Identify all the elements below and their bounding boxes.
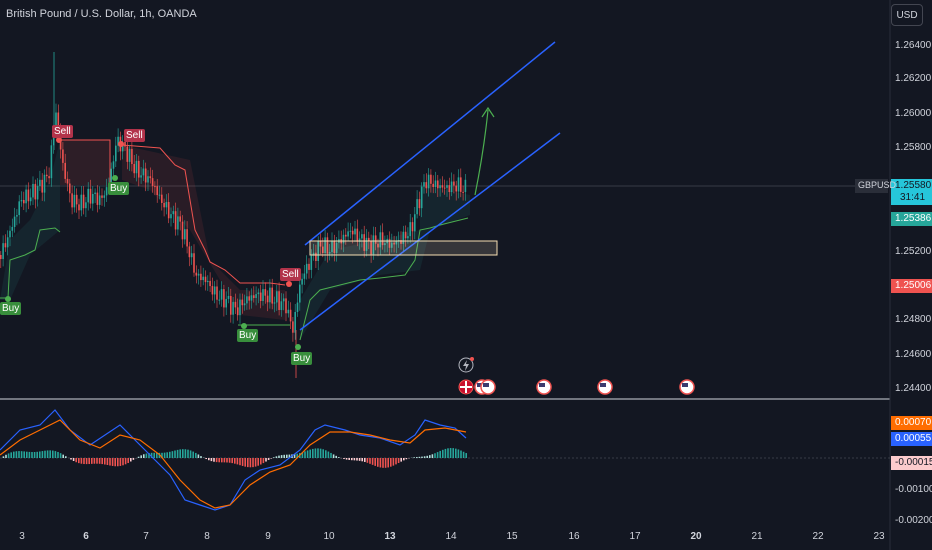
supertrend-line-green-3 xyxy=(299,217,469,341)
symbol-title: British Pound / U.S. Dollar, 1h, OANDA xyxy=(6,8,197,20)
lightning-icon[interactable] xyxy=(458,357,474,373)
countdown-label: 31:41 xyxy=(900,192,926,203)
sell-dot xyxy=(56,137,62,143)
symbol-tag: GBPUSD xyxy=(858,180,897,190)
red-level-bg xyxy=(891,279,932,293)
price-tick: 1.24800 xyxy=(895,314,932,325)
time-tick: 16 xyxy=(568,531,580,542)
buy-dot xyxy=(112,175,118,181)
time-tick: 15 xyxy=(506,531,518,542)
supertrend-fill-red-2 xyxy=(122,145,285,320)
price-tick: 1.26200 xyxy=(895,73,932,84)
green-level-label: 1.25386 xyxy=(895,213,932,224)
flag-us-icon[interactable] xyxy=(536,379,552,395)
flag-us-icon[interactable] xyxy=(597,379,613,395)
time-tick: 7 xyxy=(143,531,149,542)
buy-signal-badge: Buy xyxy=(237,329,259,342)
blue-value-label: 0.00055 xyxy=(895,433,932,444)
time-tick: 22 xyxy=(812,531,824,542)
forecast-arrow[interactable] xyxy=(474,109,489,196)
time-tick: 6 xyxy=(83,531,89,542)
indicator-tick: -0.00200 xyxy=(895,515,932,526)
price-tick: 1.26000 xyxy=(895,108,932,119)
channel-lower-line[interactable] xyxy=(299,132,561,331)
sell-signal-badge: Sell xyxy=(124,129,145,142)
buy-dot xyxy=(241,323,247,329)
price-tick: 1.24400 xyxy=(895,383,932,394)
time-tick: 8 xyxy=(204,531,210,542)
green-level-bg xyxy=(891,212,932,226)
buy-signal-badge: Buy xyxy=(291,352,313,365)
orange-value-label: 0.00070 xyxy=(895,417,932,428)
macd-histogram[interactable] xyxy=(2,448,467,468)
flag-us-icon[interactable] xyxy=(480,379,496,395)
time-tick: 3 xyxy=(19,531,25,542)
currency-button[interactable]: USD xyxy=(891,4,923,26)
sell-dot xyxy=(118,141,124,147)
supertrend-line-red-2 xyxy=(121,144,286,286)
hist-value-bg xyxy=(891,456,932,470)
orange-value-bg xyxy=(891,416,932,430)
buy-signal-badge: Buy xyxy=(0,302,22,315)
price-tick: 1.25800 xyxy=(895,142,932,153)
current-price-bg xyxy=(891,179,932,205)
blue-value-bg xyxy=(891,432,932,446)
flag-uk-icon[interactable] xyxy=(458,379,474,395)
price-tick: 1.26400 xyxy=(895,40,932,51)
price-tick: 1.24600 xyxy=(895,349,932,360)
flag-us-icon[interactable] xyxy=(679,379,695,395)
indicator-tick: -0.00100 xyxy=(895,484,932,495)
price-tick: 1.25200 xyxy=(895,246,932,257)
sell-dot xyxy=(286,281,292,287)
supertrend-line-red-1 xyxy=(58,139,111,185)
forecast-arrow-head xyxy=(481,106,495,118)
symbol-tag-bg xyxy=(855,179,888,193)
time-tick: 9 xyxy=(265,531,271,542)
time-tick: 13 xyxy=(384,531,396,542)
signal-line[interactable] xyxy=(0,419,467,509)
time-tick: 20 xyxy=(690,531,702,542)
price-candles[interactable] xyxy=(0,52,467,378)
time-tick: 17 xyxy=(629,531,641,542)
supertrend-fill-red xyxy=(60,140,110,185)
time-tick: 23 xyxy=(873,531,885,542)
current-price-label: 1.25580 xyxy=(895,180,932,191)
sell-signal-badge: Sell xyxy=(280,268,301,281)
supertrend-line-green-1 xyxy=(0,227,61,299)
time-tick: 21 xyxy=(751,531,763,542)
sell-signal-badge: Sell xyxy=(52,125,73,138)
buy-signal-badge: Buy xyxy=(108,182,130,195)
supertrend-fill-green-2 xyxy=(300,185,470,340)
buy-dot xyxy=(295,344,301,350)
buy-dot xyxy=(5,296,11,302)
time-tick: 14 xyxy=(445,531,457,542)
support-zone-rectangle[interactable] xyxy=(309,240,498,256)
time-tick: 10 xyxy=(323,531,335,542)
supertrend-fill-green xyxy=(0,140,60,300)
hist-value-label: -0.00015 xyxy=(895,457,932,468)
red-level-label: 1.25006 xyxy=(895,280,932,291)
channel-upper-line[interactable] xyxy=(304,41,556,246)
